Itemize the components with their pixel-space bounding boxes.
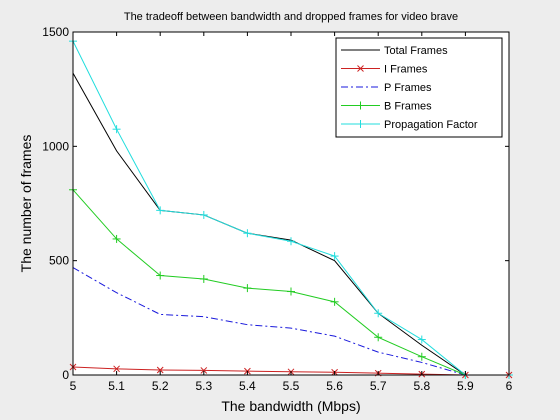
data-point-b-frames [112, 234, 121, 243]
data-point-propagation-factor [112, 125, 121, 134]
x-tick-label: 5 [70, 379, 77, 393]
data-point-propagation-factor [199, 210, 208, 219]
data-point-b-frames [287, 287, 295, 296]
data-point-b-frames [374, 333, 383, 342]
legend-marker-b-frames [356, 101, 365, 110]
data-point-propagation-factor [417, 335, 426, 344]
data-point-propagation-factor [330, 252, 339, 261]
data-point-b-frames [417, 352, 426, 361]
x-axis-label: The bandwidth (Mbps) [221, 398, 360, 414]
data-point-propagation-factor [374, 309, 383, 318]
data-point-b-frames [330, 297, 339, 306]
data-point-propagation-factor [156, 206, 165, 215]
data-point-b-frames [243, 284, 252, 293]
legend-label-b-frames: B Frames [384, 101, 432, 113]
legend-label-i-frames: I Frames [384, 64, 428, 76]
x-tick-label: 5.2 [152, 379, 169, 393]
legend-label-total-frames: Total Frames [384, 45, 448, 57]
data-point-i-frames [156, 366, 164, 374]
x-tick-label: 5.7 [370, 379, 387, 393]
x-tick-label: 5.1 [108, 379, 125, 393]
data-point-propagation-factor [243, 229, 252, 238]
ticks-layer: 5 5.1 5.2 5.3 5.4 5.5 5.6 5.7 5.8 5.9 6 0 500 1000 150… [42, 25, 512, 393]
legend-label-propagation-factor: Propagation Factor [384, 119, 478, 131]
y-tick-label: 1500 [42, 25, 69, 39]
data-point-b-frames [199, 274, 208, 283]
legend-box [335, 37, 503, 138]
data-point-b-frames [156, 271, 165, 280]
data-point-propagation-factor [287, 237, 295, 246]
legend-entry-total-frames: Total Frames [341, 45, 448, 57]
legend-entry-propagation-factor: Propagation Factor [341, 119, 478, 131]
x-tick-label: 5.9 [457, 379, 474, 393]
legend-entries: Total Frames I Frames P Frames B Frames Prop… [341, 45, 478, 131]
x-tick-label: 6 [506, 379, 513, 393]
legend-entry-p-frames: P Frames [341, 82, 432, 94]
series-line-p-frames [72, 267, 509, 376]
data-point-i-frames [113, 365, 120, 373]
x-tick-label: 5.4 [239, 379, 256, 393]
legend-entry-b-frames: B Frames [341, 101, 432, 113]
y-tick-label: 1000 [42, 139, 69, 153]
x-tick-label: 5.5 [283, 379, 300, 393]
x-tick-label: 5.8 [413, 379, 430, 393]
y-axis-label: The number of frames [18, 135, 34, 273]
legend-marker-propagation-factor [356, 120, 365, 128]
x-tick-label: 5.3 [195, 379, 212, 393]
legend-entry-i-frames: I Frames [341, 64, 428, 76]
legend-marker-i-frames [357, 65, 364, 72]
x-tick-label: 5.6 [326, 379, 343, 393]
chart-title: The tradeoff between bandwidth and dropp… [124, 11, 458, 23]
legend: Total Frames I Frames P Frames B Frames Prop… [335, 37, 503, 138]
y-tick-label: 500 [49, 254, 69, 268]
data-point-i-frames [200, 367, 208, 374]
legend-label-p-frames: P Frames [384, 82, 432, 94]
y-tick-label: 0 [62, 368, 69, 382]
